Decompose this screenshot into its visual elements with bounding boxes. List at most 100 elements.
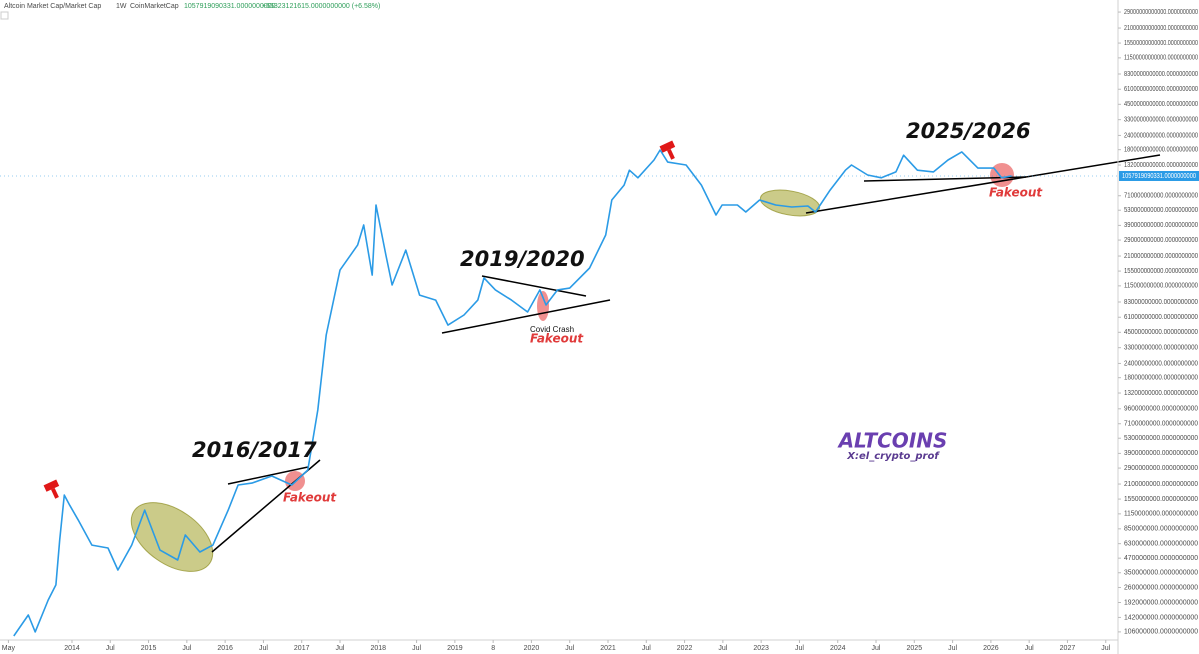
y-tick-label: 192000000.0000000000 <box>1124 599 1198 606</box>
collapse-button[interactable] <box>0 11 9 20</box>
y-tick-label: 33000000000.0000000000 <box>1124 345 1198 352</box>
y-tick-label: 850000000.0000000000 <box>1124 526 1198 533</box>
y-tick-label: 6100000000000.0000000000 <box>1124 86 1198 93</box>
y-tick-label: 106000000.0000000000 <box>1124 629 1198 636</box>
change: +65323121615.0000000000 (+6.58%) <box>262 3 380 10</box>
x-tick-label: 2027 <box>1060 645 1076 652</box>
x-tick-label: Jul <box>106 645 115 652</box>
y-tick-label: 45000000000.0000000000 <box>1124 329 1198 336</box>
highlight-ellipse <box>759 189 821 217</box>
x-tick-label: Jul <box>948 645 957 652</box>
trend-line <box>441 299 611 334</box>
trend-line <box>805 154 1161 214</box>
y-tick-label: 1800000000000.0000000000 <box>1124 147 1198 154</box>
y-tick-label: 530000000000.0000000000 <box>1124 207 1198 214</box>
y-tick-label: 155000000000.0000000000 <box>1124 268 1198 275</box>
annotation: X:el_crypto_prof <box>846 451 940 462</box>
y-tick-label: 18000000000.0000000000 <box>1124 375 1198 382</box>
y-tick-label: 2900000000.0000000000 <box>1124 465 1198 472</box>
hammer-icon <box>659 140 676 160</box>
source: CoinMarketCap <box>130 3 179 10</box>
highlight-ellipse <box>130 502 214 572</box>
trend-line <box>481 275 587 297</box>
x-tick-label: Jul <box>336 645 345 652</box>
x-tick-label: 2026 <box>983 645 999 652</box>
y-tick-label: 1150000000.0000000000 <box>1124 511 1198 518</box>
x-tick-label: May <box>2 645 16 652</box>
x-tick-label: 2022 <box>677 645 693 652</box>
y-tick-label: 1550000000.0000000000 <box>1124 496 1198 503</box>
last-price-label: 1057919090331.0000000000 <box>1122 173 1196 180</box>
x-tick-label: Jul <box>1101 645 1110 652</box>
annotation: Fakeout <box>989 186 1043 200</box>
y-tick-label: 290000000000.0000000000 <box>1124 237 1198 244</box>
symbol-title: Altcoin Market Cap/Market Cap <box>4 3 101 10</box>
x-tick-label: 2015 <box>141 645 157 652</box>
annotation: 2019/2020 <box>460 247 585 271</box>
x-tick-label: 2021 <box>600 645 616 652</box>
price-line <box>13 149 1012 637</box>
x-tick-label: Jul <box>872 645 881 652</box>
y-tick-label: 210000000000.0000000000 <box>1124 253 1198 260</box>
x-tick-label: 2023 <box>753 645 769 652</box>
interval: 1W <box>116 3 127 10</box>
annotation: ALTCOINS <box>837 429 948 453</box>
drawings <box>43 140 1161 572</box>
y-tick-label: 4500000000000.0000000000 <box>1124 101 1198 108</box>
x-tick-label: 2016 <box>217 645 233 652</box>
y-tick-label: 13200000000.0000000000 <box>1124 390 1198 397</box>
annotation: 2016/2017 <box>192 438 317 462</box>
y-tick-label: 83000000000.0000000000 <box>1124 299 1198 306</box>
x-tick-label: 2020 <box>524 645 540 652</box>
y-tick-label: 3900000000.0000000000 <box>1124 450 1198 457</box>
y-tick-label: 260000000.0000000000 <box>1124 584 1198 591</box>
x-tick-label: Jul <box>182 645 191 652</box>
x-tick-label: 2019 <box>447 645 463 652</box>
x-tick-label: 2017 <box>294 645 310 652</box>
x-tick-label: 8 <box>491 645 495 652</box>
x-tick-label: 2024 <box>830 645 846 652</box>
fakeout-circle <box>990 163 1014 187</box>
y-tick-label: 115000000000.0000000000 <box>1124 283 1198 290</box>
last-price-tag <box>1119 170 1199 181</box>
annotation: 2025/2026 <box>906 119 1031 143</box>
x-tick-label: Jul <box>795 645 804 652</box>
x-tick-label: Jul <box>1025 645 1034 652</box>
y-tick-label: 9600000000.0000000000 <box>1124 406 1198 413</box>
hammer-icon <box>43 479 60 499</box>
annotation: Fakeout <box>283 491 337 505</box>
y-tick-label: 390000000000.0000000000 <box>1124 222 1198 229</box>
x-tick-label: Jul <box>565 645 574 652</box>
y-tick-label: 15500000000000.0000000000 <box>1124 40 1198 47</box>
x-tick-label: 2014 <box>64 645 80 652</box>
annotation: Fakeout <box>530 332 584 346</box>
y-tick-label: 11500000000000.0000000000 <box>1124 55 1198 62</box>
y-tick-label: 470000000.0000000000 <box>1124 555 1198 562</box>
x-tick-label: Jul <box>259 645 268 652</box>
y-tick-label: 3300000000000.0000000000 <box>1124 117 1198 124</box>
y-tick-label: 142000000.0000000000 <box>1124 614 1198 621</box>
x-tick-label: Jul <box>718 645 727 652</box>
x-tick-label: 2018 <box>370 645 386 652</box>
trend-line <box>863 176 1027 182</box>
y-tick-label: 61000000000.0000000000 <box>1124 314 1198 321</box>
y-tick-label: 8300000000000.0000000000 <box>1124 71 1198 78</box>
y-tick-label: 5300000000.0000000000 <box>1124 435 1198 442</box>
y-tick-label: 24000000000.0000000000 <box>1124 360 1198 367</box>
y-tick-label: 21000000000000.0000000000 <box>1124 25 1198 32</box>
x-tick-label: Jul <box>642 645 651 652</box>
y-tick-label: 630000000.0000000000 <box>1124 541 1198 548</box>
y-tick-label: 2400000000000.0000000000 <box>1124 132 1198 139</box>
last-price-header: 1057919090331.0000000000 <box>184 3 276 10</box>
trend-line <box>227 466 309 485</box>
y-tick-label: 2100000000.0000000000 <box>1124 481 1198 488</box>
y-tick-label: 1320000000000.0000000000 <box>1124 162 1198 169</box>
annotation: Covid Crash <box>530 325 574 334</box>
x-tick-label: Jul <box>412 645 421 652</box>
y-tick-label: 7100000000.0000000000 <box>1124 421 1198 428</box>
y-tick-label: 29000000000000.0000000000 <box>1124 9 1198 16</box>
y-tick-label: 710000000000.0000000000 <box>1124 193 1198 200</box>
x-tick-label: 2025 <box>907 645 923 652</box>
